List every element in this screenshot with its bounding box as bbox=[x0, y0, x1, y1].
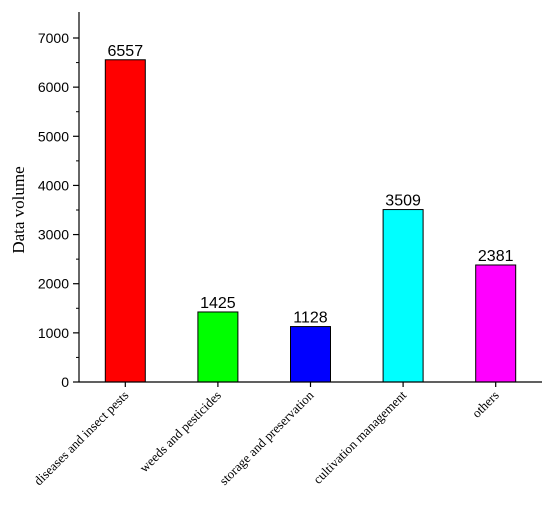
y-tick-label: 7000 bbox=[38, 30, 69, 46]
bar bbox=[382, 209, 424, 383]
y-tick-label: 1000 bbox=[38, 325, 69, 341]
bar bbox=[475, 264, 517, 383]
x-axis: diseases and insect pests weeds and pesti… bbox=[31, 381, 542, 489]
y-tick-label: 6000 bbox=[38, 79, 69, 95]
y-axis: 0 1000 2000 3000 4000 5000 6000 7000 bbox=[38, 12, 80, 390]
bar bbox=[197, 311, 239, 383]
x-category-label: weeds and pesticides bbox=[136, 388, 224, 476]
data-label: 3509 bbox=[385, 193, 421, 210]
data-labels-group: 6557 1425 1128 3509 2381 bbox=[108, 43, 514, 327]
x-category-label: others bbox=[469, 388, 502, 421]
bars-group bbox=[104, 59, 517, 383]
y-tick-label: 4000 bbox=[38, 177, 69, 193]
y-tick-label: 5000 bbox=[38, 128, 69, 144]
bar bbox=[290, 326, 331, 383]
x-category-label: storage and preservation bbox=[216, 387, 317, 488]
y-axis-title: Data volume bbox=[9, 166, 28, 253]
x-category-label: cultivation management bbox=[310, 387, 409, 486]
data-label: 1425 bbox=[200, 295, 236, 312]
y-tick-label: 2000 bbox=[38, 276, 69, 292]
data-label: 1128 bbox=[293, 310, 328, 327]
data-label: 2381 bbox=[478, 248, 514, 265]
y-tick-label: 0 bbox=[61, 374, 69, 390]
data-label: 6557 bbox=[108, 43, 144, 60]
bar bbox=[104, 59, 146, 383]
x-category-label: diseases and insect pests bbox=[31, 388, 132, 489]
y-tick-label: 3000 bbox=[38, 227, 69, 243]
